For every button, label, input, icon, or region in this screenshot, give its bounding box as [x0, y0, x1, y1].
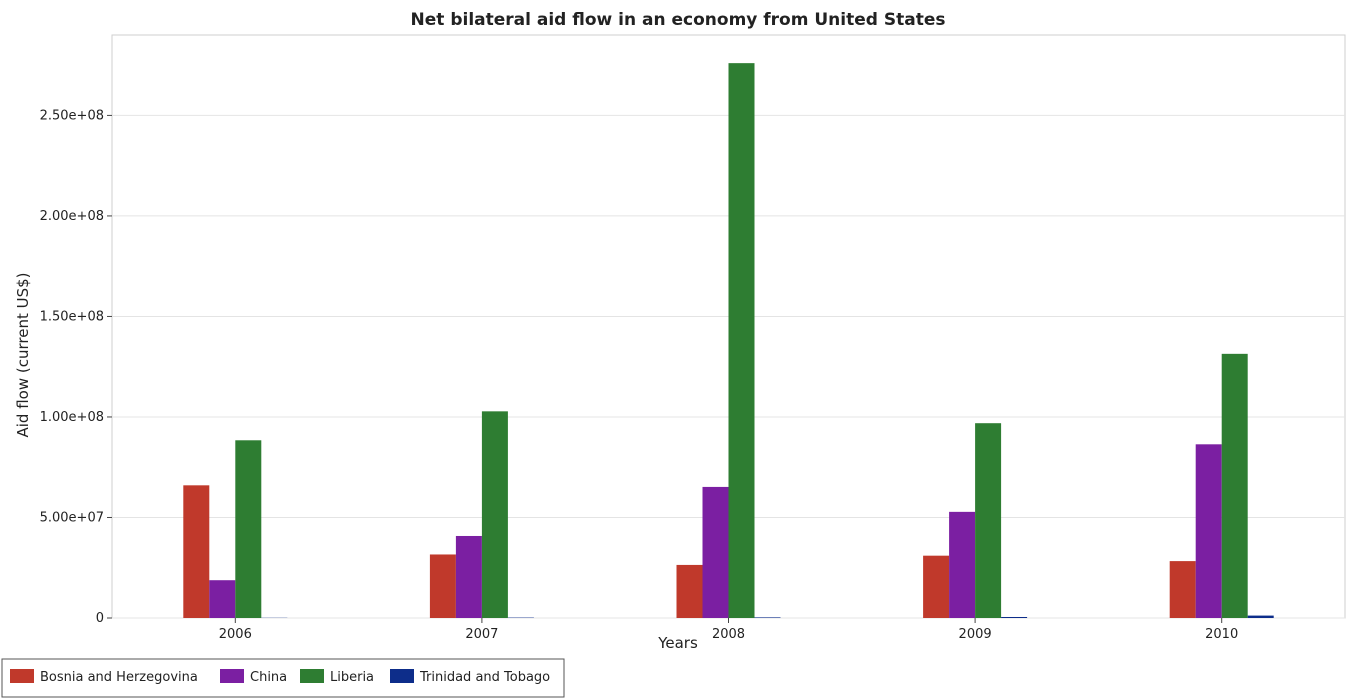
x-tick-label: 2007	[465, 627, 498, 642]
bar	[923, 556, 949, 618]
chart-title: Net bilateral aid flow in an economy fro…	[411, 10, 946, 30]
bar	[729, 63, 755, 618]
legend-label: China	[250, 670, 287, 685]
legend-swatch	[390, 669, 414, 683]
y-tick-label: 2.50e+08	[40, 108, 104, 123]
bar	[1170, 561, 1196, 618]
bar	[482, 411, 508, 618]
bar	[183, 485, 209, 618]
legend-label: Trinidad and Tobago	[419, 670, 550, 685]
bar	[1248, 616, 1274, 618]
legend-swatch	[220, 669, 244, 683]
bar	[235, 440, 261, 618]
x-tick-label: 2009	[959, 627, 992, 642]
y-tick-label: 0	[96, 611, 104, 626]
legend: Bosnia and Herzegovina China Liberia Trinid…	[2, 659, 564, 697]
bar	[755, 617, 781, 618]
bar	[1001, 617, 1027, 618]
bar	[1196, 444, 1222, 618]
legend-label: Bosnia and Herzegovina	[40, 670, 198, 685]
x-tick-label: 2006	[219, 627, 252, 642]
bar	[1222, 354, 1248, 618]
x-tick-label: 2008	[712, 627, 745, 642]
y-tick-label: 1.00e+08	[40, 410, 104, 425]
legend-swatch	[10, 669, 34, 683]
y-axis-label: Aid flow (current US$)	[14, 272, 32, 437]
y-tick-label: 5.00e+07	[40, 510, 104, 525]
bar	[949, 512, 975, 618]
bar	[209, 580, 235, 618]
x-axis-ticks: 2006 2007 2008 2009 2010	[219, 618, 1238, 642]
bar	[456, 536, 482, 618]
y-tick-label: 2.00e+08	[40, 209, 104, 224]
y-axis-ticks: 0 5.00e+07 1.00e+08 1.50e+08 2.00e+08 2.50e+0…	[40, 108, 112, 626]
bar	[430, 554, 456, 618]
legend-swatch	[300, 669, 324, 683]
bar	[703, 487, 729, 618]
bar	[677, 565, 703, 618]
legend-label: Liberia	[330, 670, 374, 685]
y-tick-label: 1.50e+08	[40, 309, 104, 324]
x-axis-label: Years	[657, 634, 698, 652]
x-tick-label: 2010	[1205, 627, 1238, 642]
bar	[975, 423, 1001, 618]
